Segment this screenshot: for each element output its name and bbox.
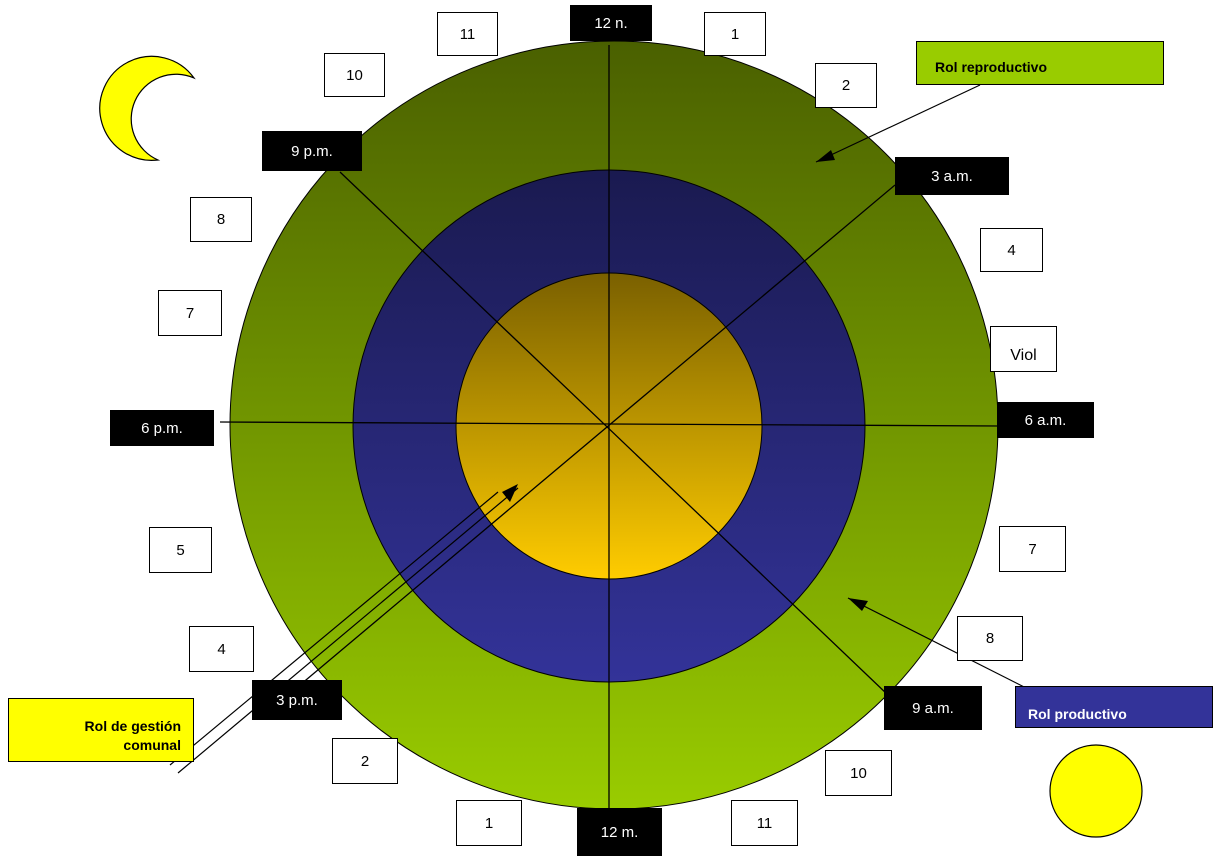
axis-line-9pm-9am [339, 171, 889, 696]
legend-community-line-1: Rol de gestión [84, 718, 181, 734]
legend-box-productive-role: Rol productivo [1015, 686, 1213, 728]
hour-box-right-4: 4 [980, 228, 1043, 272]
hour-box-top-11: 11 [437, 12, 498, 56]
hour-label-midnight: 12 m. [577, 808, 662, 856]
hour-box-bottom-10: 10 [825, 750, 892, 796]
hour-box-top-10: 10 [324, 53, 385, 97]
hour-box-top-1: 1 [704, 12, 766, 56]
hour-label-6am: 6 a.m. [997, 402, 1094, 438]
hour-box-left-5: 5 [149, 527, 212, 573]
arrow-community-line-1 [169, 491, 499, 766]
hour-label-9pm: 9 p.m. [262, 131, 362, 171]
hour-box-right-8: 8 [957, 616, 1023, 661]
hour-label-3pm: 3 p.m. [252, 680, 342, 720]
sun-icon [1049, 744, 1143, 838]
hour-box-left-8: 8 [190, 197, 252, 242]
hour-label-6pm: 6 p.m. [110, 410, 214, 446]
hour-box-left-7: 7 [158, 290, 222, 336]
hour-label-9am: 9 a.m. [884, 686, 982, 730]
hour-box-left-4: 4 [189, 626, 254, 672]
legend-box-reproductive-role: Rol reproductivo [916, 41, 1164, 85]
legend-community-line-2: comunal [123, 737, 181, 753]
arrow-productive [847, 597, 1041, 696]
hour-label-noon: 12 n. [570, 5, 652, 41]
arrowhead-reproductive [816, 150, 835, 162]
hour-box-right-7: 7 [999, 526, 1066, 572]
axis-line-3am-3pm [299, 184, 896, 686]
hour-box-top-2: 2 [815, 63, 877, 108]
hour-box-right-viol: Viol [990, 326, 1057, 372]
legend-box-community-role: Rol de gestión comunal [8, 698, 194, 762]
arrowhead-productive [848, 598, 868, 611]
hour-label-3am: 3 a.m. [895, 157, 1009, 195]
hour-box-bottom-1: 1 [456, 800, 522, 846]
arrowhead-community [502, 484, 518, 502]
arrow-community-line-2 [177, 487, 519, 774]
hour-box-left-2: 2 [332, 738, 398, 784]
crescent-moon-icon [99, 55, 196, 161]
hour-box-bottom-11: 11 [731, 800, 798, 846]
arrow-reproductive [815, 84, 981, 163]
